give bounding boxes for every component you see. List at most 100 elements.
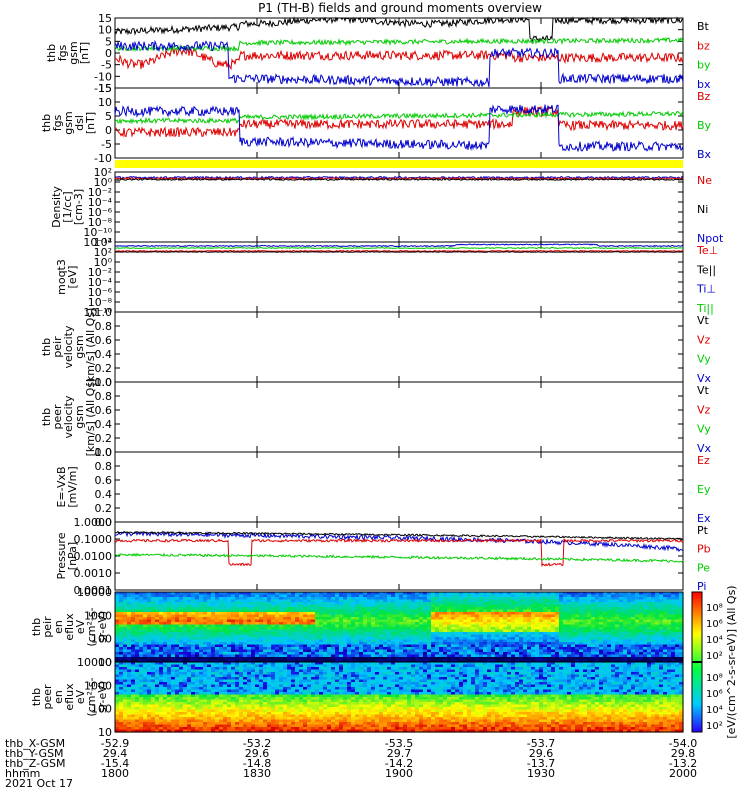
x-col-value: 1930 (527, 767, 555, 780)
y-axis-label: fgs (51, 114, 64, 131)
legend-pb: Pb (697, 543, 711, 556)
y-axis-label: thb (40, 114, 53, 132)
spectrogram-peer (114, 661, 684, 733)
y-tick-label: 10⁴ (94, 236, 113, 249)
trace-te-perp (114, 249, 683, 253)
legend-vx: Vx (697, 372, 712, 385)
x-col-value: 29.8 (671, 747, 696, 760)
colorbar-tick-label: 10⁶ (706, 689, 723, 700)
y-axis-label: Pressure (55, 532, 68, 579)
y-tick-label: -10 (94, 70, 112, 83)
trace-pt (114, 530, 684, 541)
y-axis-label: fgs (56, 44, 69, 61)
y-tick-label: 10⁻⁶ (88, 286, 113, 299)
y-tick-label: 10 (98, 96, 112, 109)
y-axis-label: sr-eV) (96, 611, 109, 643)
colorbar: 10⁸ 10⁶ 10⁴ 10² 10⁸ 10⁶ 10⁴ 10² [eV/(cm^2-s-sr-e… (691, 585, 738, 739)
y-axis-label: [cm-3] (72, 189, 85, 225)
y-tick-label: 15 (98, 82, 112, 95)
y-tick-label: 0.1000 (74, 533, 113, 546)
trace-bz (114, 47, 684, 71)
y-axis-label: eV (74, 689, 87, 704)
legend-bx: bx (697, 78, 711, 91)
x-col-value: 1900 (385, 767, 413, 780)
y-tick-label: 15 (98, 12, 112, 25)
panel-frame (114, 311, 684, 383)
y-axis-label: velocity (62, 325, 75, 368)
trace-ti-perp (114, 243, 684, 248)
y-tick-label: 10000 (77, 586, 112, 599)
x-col-value: -53.2 (243, 737, 271, 750)
y-axis-label: eV (74, 619, 87, 634)
y-tick-label: 1.0000 (74, 516, 113, 529)
y-tick-label: 1.0 (95, 446, 113, 459)
y-axis-label: Density (50, 186, 63, 228)
y-tick-label: 10⁻⁶ (88, 206, 113, 219)
legend-ti||: Ti|| (696, 302, 714, 315)
y-tick-label: 10⁰ (94, 256, 113, 269)
y-tick-label: 0.2 (95, 502, 113, 515)
y-tick-label: 0.8 (95, 390, 113, 403)
legend-ti⊥: Ti⊥ (696, 283, 716, 296)
trace-bx-dsl (114, 104, 684, 153)
y-tick-label: 10⁻⁸ (88, 216, 113, 229)
trace-by-dsl (114, 110, 684, 125)
x-col-value: -53.7 (527, 737, 555, 750)
y-axis-label: thb (45, 44, 58, 62)
trace-ti-par (114, 246, 684, 250)
colorbar-tick-label: 10² (706, 721, 723, 732)
y-axis-label: eflux (63, 683, 76, 711)
y-axis-label: thb (30, 688, 43, 706)
y-axis-label: peir (51, 336, 64, 358)
trace-by (114, 36, 684, 53)
y-axis-label: thb (30, 618, 43, 636)
y-tick-label: 0.2 (95, 362, 113, 375)
legend-vt: Vt (697, 384, 710, 397)
y-axis-label: [nT] (78, 42, 91, 64)
y-tick-label: 0.4 (95, 488, 113, 501)
spectrogram-peir (114, 591, 684, 663)
y-tick-label: 10 (98, 726, 112, 739)
legend-pi: Pi (697, 580, 706, 593)
y-axis-label: gsm (73, 405, 86, 428)
y-axis-label: [nPa] (66, 542, 79, 570)
y-tick-label: 0.8 (95, 320, 113, 333)
y-axis-label: [nT] (84, 112, 97, 134)
y-tick-label: 10⁻¹² (83, 236, 112, 249)
y-tick-label: 10⁻⁸ (88, 296, 113, 309)
colorbar-tick-label: 10⁶ (706, 619, 723, 630)
panel-frame (114, 171, 684, 243)
y-tick-label: 10000 (77, 656, 112, 669)
y-tick-label: 10⁻² (88, 266, 112, 279)
y-tick-label: 10² (94, 246, 112, 259)
panel-pressure: 1.0000 0.1000 0.0100 0.0010 0.0001 Pressure[n… (55, 516, 711, 597)
panel-density: 10²10⁰10⁻²10⁻⁴10⁻⁶10⁻⁸10⁻¹⁰10⁻¹²Density[… (50, 166, 724, 249)
y-tick-label: 0.6 (95, 334, 113, 347)
y-axis-label: [eV] (66, 266, 79, 289)
trace-bz-dsl (115, 106, 684, 138)
y-tick-label: 0.0010 (74, 567, 113, 580)
y-tick-label: -5 (101, 138, 112, 151)
y-tick-label: 100 (91, 633, 112, 646)
y-axis-label: sr-eV) (96, 681, 109, 713)
chart-title: P1 (TH-B) fields and ground moments over… (258, 1, 542, 15)
y-axis-label: eflux (63, 613, 76, 641)
y-tick-label: 5 (105, 35, 112, 48)
x-row-label: hhmm (5, 767, 40, 780)
y-tick-label: 0.6 (95, 474, 113, 487)
y-tick-label: 0.0001 (74, 584, 113, 597)
legend-vy: Vy (697, 353, 711, 366)
y-tick-label: 10² (94, 166, 112, 179)
x-row-label: 2021 Oct 17 (5, 777, 73, 790)
panel-peir-velocity: 1.00.80.60.40.20.0thbpeirvelocitygsm[km/… (40, 306, 712, 389)
panel-frame (114, 451, 684, 523)
y-tick-label: -5 (101, 59, 112, 72)
x-col-value: 29.6 (245, 747, 270, 760)
legend-bx: Bx (697, 148, 712, 161)
y-tick-label: 10⁻⁴ (88, 196, 113, 209)
